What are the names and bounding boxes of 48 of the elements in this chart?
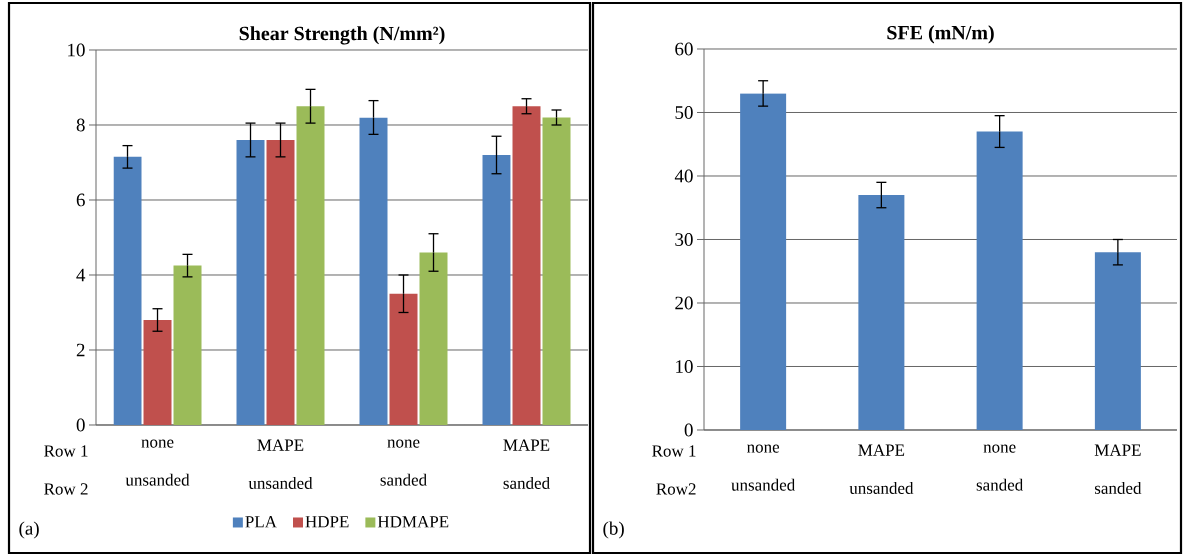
bar bbox=[359, 117, 388, 425]
bar bbox=[1094, 252, 1141, 430]
y-tick-label: 40 bbox=[674, 169, 693, 183]
legend-label: HDMAPE bbox=[377, 516, 449, 528]
chart-title: SFE (mN/m) bbox=[887, 25, 994, 44]
bar bbox=[389, 293, 418, 425]
legend-label: PLA bbox=[245, 516, 277, 528]
y-tick-label: 4 bbox=[76, 268, 86, 282]
y-tick-label: 30 bbox=[675, 233, 693, 246]
y-tick-label: 0 bbox=[76, 418, 85, 432]
text: Row 2 bbox=[44, 483, 88, 495]
bar bbox=[236, 139, 265, 425]
y-tick-label: 0 bbox=[684, 423, 693, 437]
category-label: MAPE unsanded bbox=[248, 439, 313, 489]
bar bbox=[482, 154, 511, 425]
bar bbox=[512, 106, 541, 425]
text: Row 1 bbox=[652, 445, 696, 457]
bar bbox=[976, 131, 1023, 430]
chart-title: Shear Strength (N/mm²) bbox=[239, 26, 445, 45]
y-tick-label: 10 bbox=[676, 360, 693, 373]
bar bbox=[419, 252, 448, 425]
bar bbox=[542, 117, 571, 425]
category-label: none sanded bbox=[380, 439, 427, 486]
y-tick-label: 20 bbox=[675, 296, 693, 310]
y-tick-label: 10 bbox=[68, 43, 85, 57]
category-label: MAPE sanded bbox=[1094, 444, 1142, 494]
bar bbox=[858, 195, 905, 430]
y-tick-label: 50 bbox=[675, 106, 693, 119]
text: Row2 bbox=[656, 483, 696, 495]
y-tick-label: 60 bbox=[675, 42, 693, 56]
bar bbox=[296, 106, 325, 425]
category-label: none unsanded bbox=[125, 439, 190, 486]
text: Row 1 bbox=[44, 445, 88, 457]
bar bbox=[266, 139, 295, 425]
bar bbox=[113, 156, 142, 425]
y-tick-label: 2 bbox=[76, 343, 85, 357]
bar bbox=[173, 265, 202, 425]
y-tick-label: 6 bbox=[76, 193, 85, 207]
bar bbox=[740, 93, 787, 430]
category-label: MAPE unsanded bbox=[849, 444, 914, 494]
y-tick-label: 8 bbox=[76, 118, 85, 132]
bar bbox=[143, 319, 172, 425]
text: (b) bbox=[603, 521, 624, 539]
category-label: none unsanded bbox=[731, 444, 796, 491]
category-label: MAPE sanded bbox=[503, 439, 550, 489]
legend-label: HDPE bbox=[305, 516, 349, 528]
text: (a) bbox=[19, 521, 39, 539]
category-label: none sanded bbox=[976, 444, 1024, 491]
